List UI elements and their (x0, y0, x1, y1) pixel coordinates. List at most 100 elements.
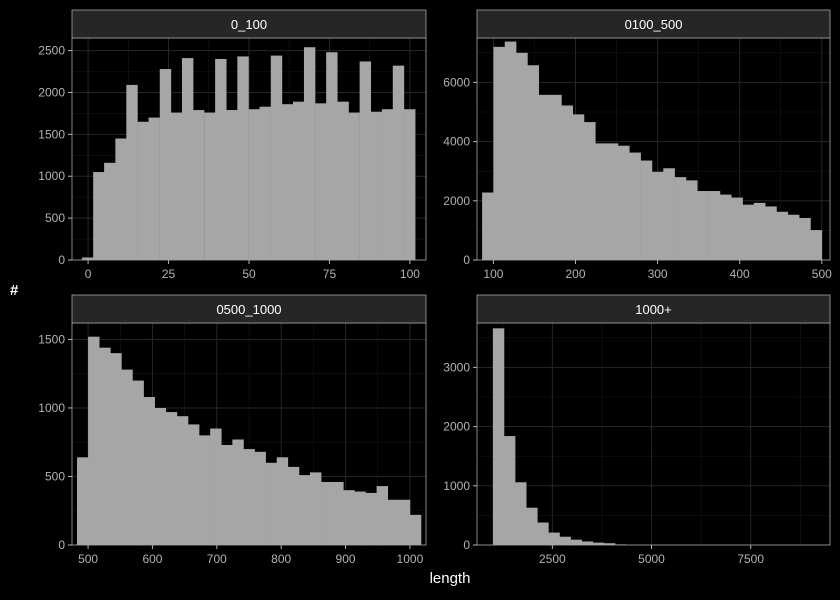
histogram-bar (298, 475, 311, 545)
x-tick-label: 5000 (638, 552, 665, 566)
histogram-bar (192, 110, 205, 260)
histogram-bar (537, 522, 549, 545)
histogram-bar (516, 52, 528, 260)
histogram-bar (81, 257, 94, 260)
histogram-bar (181, 58, 194, 261)
histogram-bar (243, 449, 255, 545)
histogram-bar (343, 490, 355, 545)
histogram-bar (581, 541, 594, 545)
histogram-bar (354, 491, 366, 545)
histogram-bar (538, 94, 551, 260)
facet-strip-label: 0100_500 (625, 17, 683, 32)
histogram-bar (572, 114, 585, 260)
histogram-bar (359, 61, 372, 260)
histogram-bar (281, 104, 294, 261)
histogram-bar (176, 416, 189, 545)
histogram-bar (221, 444, 233, 545)
y-tick-label: 500 (45, 469, 65, 483)
histogram-bar (110, 353, 122, 545)
histogram-bar (629, 152, 641, 260)
x-tick-label: 900 (336, 552, 356, 566)
facet-panel-0100_500: 0100_500 100 200 300 400 500 0 2000 4000 6000 (443, 9, 832, 281)
histogram-bar (398, 499, 411, 545)
histogram-bar (753, 202, 766, 260)
y-tick-label: 3000 (443, 360, 470, 374)
histogram-bar (742, 204, 755, 260)
x-tick-label: 1000 (397, 552, 424, 566)
histogram-bar (503, 436, 516, 545)
x-tick-label: 0 (85, 267, 92, 281)
y-tick-label: 1000 (38, 169, 65, 183)
y-tick-label: 0 (58, 253, 65, 267)
histogram-bar (259, 106, 271, 260)
histogram-bar (765, 206, 777, 260)
x-axis-title: length (429, 570, 471, 587)
x-tick-label: 100 (483, 267, 503, 281)
histogram-bar (187, 424, 200, 545)
histogram-bar (663, 168, 675, 260)
histogram-bar (708, 191, 721, 260)
histogram-bar (265, 462, 278, 545)
histogram-bar (651, 171, 664, 260)
histogram-bar (199, 435, 211, 545)
x-tick-label: 500 (78, 552, 98, 566)
histogram-bar (137, 121, 149, 260)
histogram-bar (550, 94, 562, 260)
y-tick-label: 0 (58, 538, 65, 552)
x-tick-label: 75 (323, 267, 337, 281)
histogram-bar (515, 482, 527, 545)
facet-strip (71, 9, 427, 39)
histogram-bar (77, 457, 89, 545)
facet-strip-label: 0_100 (231, 17, 267, 32)
facet-panel-1000+: 1000+ 2500 5000 7500 0 1000 2000 3000 (443, 294, 831, 566)
histogram-bar (570, 539, 583, 545)
y-tick-label: 4000 (443, 135, 470, 149)
histogram-bar (592, 542, 605, 545)
y-tick-label: 2000 (38, 85, 65, 99)
histogram-bar (527, 65, 540, 261)
y-tick-label: 500 (45, 211, 65, 225)
facet-panel-0500_1000: 0500_1000 500 600 700 800 900 1000 0 500 1000 1500 (38, 294, 427, 566)
x-tick-label: 2500 (539, 552, 566, 566)
histogram-bar (326, 52, 338, 260)
histogram-bar (583, 122, 596, 261)
histogram-bar (348, 112, 360, 260)
histogram-bar (493, 46, 506, 260)
x-tick-label: 800 (271, 552, 291, 566)
y-tick-label: 1500 (38, 127, 65, 141)
histogram-bar (559, 536, 571, 545)
histogram-bar (504, 41, 517, 260)
histogram-bar (381, 109, 394, 260)
histogram-bar (210, 428, 222, 545)
histogram-bar (315, 103, 327, 260)
x-tick-label: 25 (162, 267, 176, 281)
histogram-bar (370, 111, 382, 260)
facet-strip (71, 294, 427, 324)
histogram-bar (248, 109, 261, 260)
histogram-bar (548, 532, 560, 545)
histogram-bar (332, 481, 344, 545)
histogram-bar (204, 112, 216, 260)
histogram-bar (595, 143, 607, 260)
histogram-bar (293, 101, 305, 260)
histogram-bar (132, 380, 144, 545)
y-tick-label: 2000 (443, 420, 470, 434)
histogram-bar (526, 507, 538, 545)
y-tick-label: 6000 (443, 75, 470, 89)
x-tick-label: 500 (812, 267, 832, 281)
histogram-bar (387, 499, 400, 545)
histogram-bar (159, 68, 172, 261)
histogram-bar (392, 65, 405, 260)
histogram-bar (731, 197, 743, 260)
histogram-bar (303, 47, 316, 261)
histogram-bar (148, 117, 160, 261)
histogram-bar (276, 457, 289, 545)
histogram-bar (337, 101, 349, 260)
histogram-bar (603, 543, 616, 545)
histogram-bar (270, 55, 283, 260)
histogram-bar (115, 138, 127, 260)
histogram-bar (310, 472, 322, 545)
histogram-bar (121, 369, 133, 545)
histogram-bar (365, 492, 377, 545)
